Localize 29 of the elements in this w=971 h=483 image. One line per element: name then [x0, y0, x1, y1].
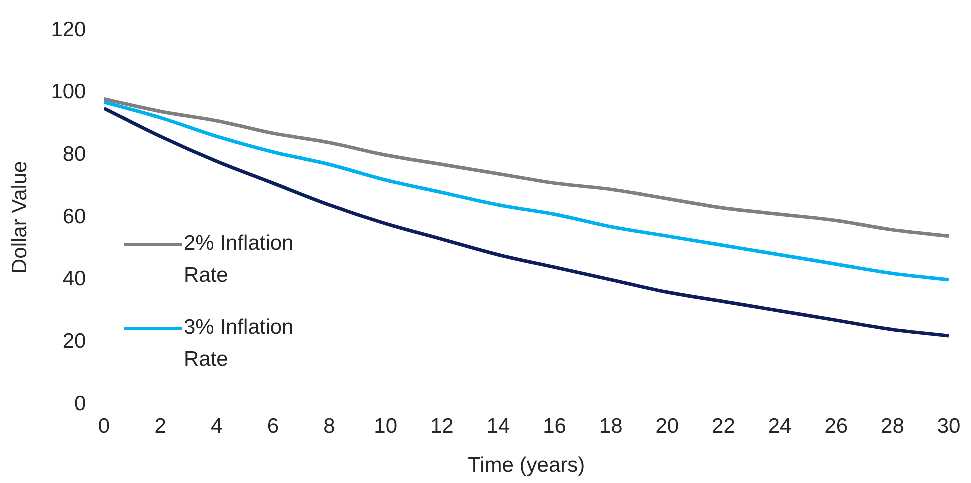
- x-tick-label: 0: [98, 414, 110, 438]
- x-axis-title: Time (years): [468, 454, 586, 478]
- y-tick-label: 120: [51, 18, 86, 42]
- x-tick-label: 4: [211, 414, 224, 438]
- x-tick-label: 2: [154, 414, 166, 438]
- y-tick-label: 100: [51, 80, 86, 104]
- y-tick-label: 0: [74, 392, 86, 416]
- x-tick-label: 24: [768, 414, 792, 438]
- line-series: [104, 106, 949, 338]
- x-tick-label: 18: [599, 414, 623, 438]
- x-tick-label: 16: [543, 414, 566, 438]
- x-tick-label: 26: [824, 414, 848, 438]
- y-axis-title: Dollar Value: [8, 161, 32, 274]
- legend-label: 3% Inflation Rate: [184, 315, 295, 373]
- x-tick-label: 30: [937, 414, 961, 438]
- y-tick-label: 20: [62, 330, 86, 354]
- y-tick-label: 40: [62, 268, 86, 291]
- legend-label: 2% Inflation Rate: [184, 231, 295, 289]
- x-tick-label: 6: [267, 414, 280, 438]
- y-tick-label: 80: [62, 143, 86, 166]
- x-tick-label: 14: [486, 414, 510, 438]
- x-tick-label: 22: [712, 414, 736, 438]
- x-tick-label: 20: [656, 414, 680, 438]
- x-tick-label: 12: [430, 414, 454, 438]
- y-tick-label: 60: [62, 205, 86, 228]
- line-series: [104, 100, 949, 282]
- x-tick-label: 8: [324, 414, 336, 438]
- x-tick-label: 28: [881, 414, 904, 438]
- x-tick-label: 10: [374, 414, 398, 438]
